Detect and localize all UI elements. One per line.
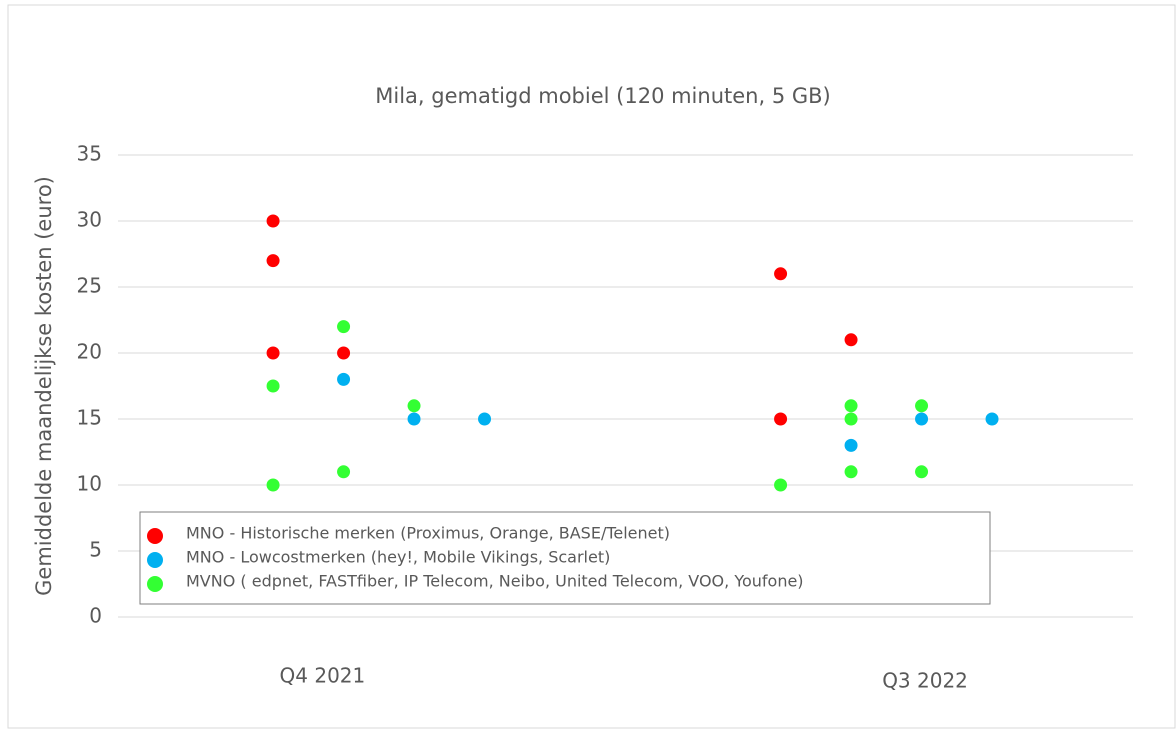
- x-label: Q4 2021: [280, 664, 366, 688]
- point: [844, 333, 858, 347]
- point: [266, 478, 280, 492]
- point: [337, 346, 351, 360]
- legend-marker: [147, 552, 163, 568]
- point: [915, 399, 929, 413]
- y-tick-label: 0: [89, 604, 102, 628]
- point: [337, 465, 351, 479]
- point: [774, 478, 788, 492]
- y-axis-label: Gemiddelde maandelijkse kosten (euro): [32, 176, 56, 596]
- point: [266, 214, 280, 228]
- legend-label: MNO - Historische merken (Proximus, Oran…: [186, 524, 670, 543]
- point: [844, 412, 858, 426]
- point: [266, 346, 280, 360]
- point: [266, 379, 280, 393]
- point: [985, 412, 999, 426]
- chart-title: Mila, gematigd mobiel (120 minuten, 5 GB…: [375, 84, 830, 108]
- point: [337, 320, 351, 334]
- point: [407, 412, 421, 426]
- y-tick-label: 20: [77, 340, 102, 364]
- point: [774, 267, 788, 281]
- point: [915, 465, 929, 479]
- y-tick-label: 25: [77, 274, 102, 298]
- y-tick-label: 5: [89, 538, 102, 562]
- point: [844, 465, 858, 479]
- legend-box: [139, 511, 991, 605]
- legend-label: MNO - Lowcostmerken (hey!, Mobile Viking…: [186, 548, 610, 567]
- point: [844, 438, 858, 452]
- chart-frame: [7, 4, 1176, 729]
- y-tick-label: 15: [77, 406, 102, 430]
- y-tick-label: 10: [77, 472, 102, 496]
- point: [478, 412, 492, 426]
- point: [915, 412, 929, 426]
- y-tick-label: 35: [77, 142, 102, 166]
- y-tick-label: 30: [77, 208, 102, 232]
- point: [407, 399, 421, 413]
- legend-marker: [147, 576, 163, 592]
- point: [266, 254, 280, 268]
- legend-label: MVNO ( edpnet, FASTfiber, IP Telecom, Ne…: [186, 572, 804, 591]
- point: [774, 412, 788, 426]
- x-label: Q3 2022: [882, 669, 968, 693]
- legend-marker: [147, 528, 163, 544]
- point: [337, 372, 351, 386]
- point: [844, 399, 858, 413]
